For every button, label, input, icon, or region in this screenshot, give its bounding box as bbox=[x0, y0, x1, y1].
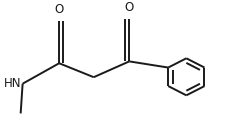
Text: O: O bbox=[54, 3, 64, 16]
Text: HN: HN bbox=[4, 77, 21, 90]
Text: O: O bbox=[124, 1, 133, 14]
